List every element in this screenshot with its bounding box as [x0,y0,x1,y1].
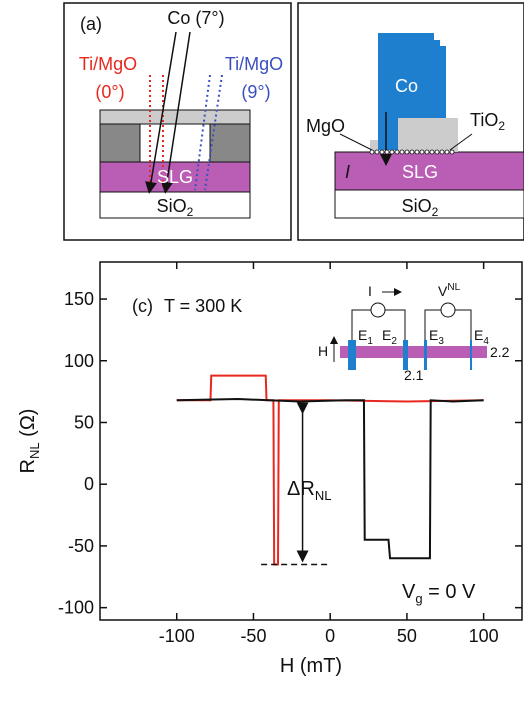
electrode [348,340,356,370]
x-tick-label: 100 [469,626,499,646]
delta-label: ΔRNL [287,478,331,503]
text: ΔR [287,478,315,500]
subscript: 3 [438,336,444,347]
y-tick-label: 50 [74,412,94,432]
beam-angle: (9°) [241,82,270,102]
slg-label: SLG [157,167,193,187]
mgo-dot [390,150,394,154]
subscript: 2 [498,119,505,133]
mgo-dot [425,150,429,154]
mgo-label: MgO [306,116,345,136]
x-tick-label: -100 [159,626,195,646]
figure: (a) Co (7°) Ti/MgO (0°) Ti/MgO (9°) SLG … [0,0,524,702]
text: (Ω) [17,409,39,443]
mgo-dot [450,150,454,154]
temperature: T = 300 K [164,296,242,316]
beam-label: Ti/MgO [225,54,283,74]
data-line [177,399,484,558]
text: = 0 V [423,581,476,603]
mgo-dot [440,150,444,154]
subscript: 4 [483,336,489,347]
source [371,303,385,317]
text: V [402,581,416,603]
subscript: NL [315,488,332,503]
text: E [474,327,483,343]
mgo-dot [410,150,414,154]
gate-label: Vg = 0 V [402,581,476,606]
mgo-dot [400,150,404,154]
co-label: Co [395,76,418,96]
x-axis-label: H (mT) [280,655,342,677]
x-tick-label: 50 [397,626,417,646]
tio2-block [398,118,458,152]
mgo-dot [395,150,399,154]
text: E [358,327,367,343]
subscript: g [415,591,422,606]
mgo-dot [445,150,449,154]
subscript: 2 [432,205,439,219]
panel-c: I VNL H E1 E2 E3 E4 2.2 2.1 (c) T = 300 … [17,262,522,677]
y-tick-label: 0 [84,474,94,494]
subscript: NL [27,442,42,459]
current-label: I [345,162,350,182]
beam-label: Ti/MgO [79,54,137,74]
mgo-dot [415,150,419,154]
mgo-dot [380,150,384,154]
page: (a) Co (7°) Ti/MgO (0°) Ti/MgO (9°) SLG … [0,0,524,702]
panel-label: (c) [132,296,153,316]
electrode-label: E2 [382,327,397,347]
y-tick-label: -50 [68,536,94,556]
text: SiO [402,196,432,216]
pillar [100,124,140,162]
slg-label: SLG [402,162,438,182]
data-line [177,376,484,565]
inset-field: H [318,343,328,359]
inset-current: I [368,283,372,299]
tio2-label: TiO2 [470,110,505,133]
x-tick-label: -50 [240,626,266,646]
electrode-label: E1 [358,327,373,347]
mgo-dot [420,150,424,154]
mgo-dot [435,150,439,154]
mgo-dot [385,150,389,154]
subscript: 2 [391,336,397,347]
mgo-dot [430,150,434,154]
text: TiO [470,110,498,130]
inset-voltage: VNL [438,282,461,299]
inset: I VNL H E1 E2 E3 E4 2.2 2.1 [318,282,510,383]
inset-slg [340,346,487,358]
gap-label: 2.2 [490,344,510,360]
pillar [210,124,250,162]
subscript: NL [447,282,460,293]
mgo-dots [370,150,454,154]
subscript: 2 [187,205,194,219]
cap [100,110,250,124]
panel-b: Co MgO TiO2 I SLG SiO2 [298,3,524,240]
y-axis-label: RNL (Ω) [17,409,42,474]
text: E [382,327,391,343]
y-tick-label: -100 [58,598,94,618]
mgo-dot [405,150,409,154]
beam-angle: (0°) [95,82,124,102]
subscript: 1 [367,336,373,347]
leader [340,134,372,150]
text: SiO [157,196,187,216]
meter [441,303,455,317]
gap-label: 2.1 [404,367,424,383]
y-tick-label: 150 [64,289,94,309]
text: R [17,459,39,473]
electrode [424,340,427,370]
panel-a: (a) Co (7°) Ti/MgO (0°) Ti/MgO (9°) SLG … [64,3,291,240]
mgo-dot [375,150,379,154]
electrode [403,340,408,370]
electrode [470,340,472,370]
y-tick-label: 100 [64,351,94,371]
x-tick-label: 0 [325,626,335,646]
text: E [429,327,438,343]
mgo-dot [370,150,374,154]
electrode-label: E4 [474,327,489,347]
electrode-label: E3 [429,327,444,347]
panel-label: (a) [80,14,102,34]
beam-label: Co (7°) [167,8,224,28]
